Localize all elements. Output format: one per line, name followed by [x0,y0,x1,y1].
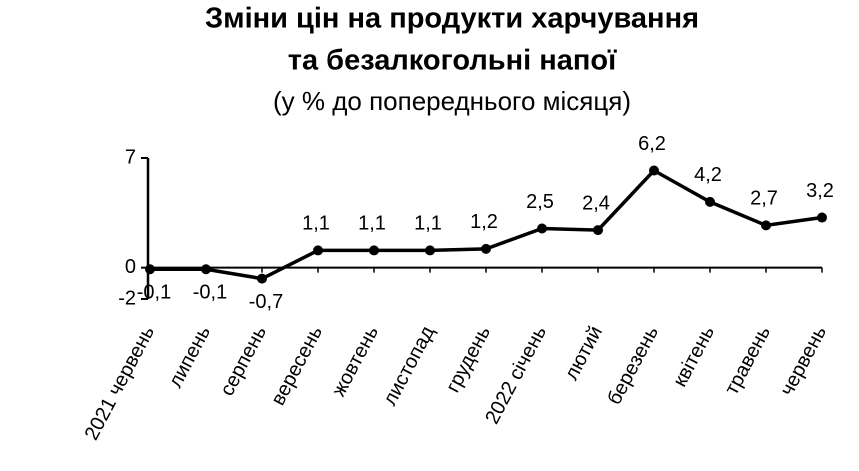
point [257,273,267,284]
data-label: -0,1 [193,282,227,304]
point [425,245,435,256]
point [313,245,323,256]
x-tick-label: грудень [442,322,495,396]
x-tick-label: жовтень [328,322,383,400]
x-tick-label: квітень [669,322,719,390]
data-label: 2,4 [582,192,610,214]
x-tick-label: травень [721,322,775,398]
x-tick-label: червень [776,322,831,399]
data-label: -0,1 [137,282,171,304]
data-label: 4,2 [694,164,722,186]
data-label: 6,2 [638,133,666,155]
point [537,223,547,234]
data-label: 1,1 [302,213,330,235]
point [705,196,715,207]
point [481,243,491,254]
chart-title: Зміни цін на продукти харчування [205,3,699,35]
chart-title: та безалкогольні напої [288,45,617,77]
point [817,212,827,223]
x-tick-label: липень [165,322,216,391]
data-label: 3,2 [806,180,834,202]
chart-subtitle: (у % до попереднього місяця) [273,86,631,116]
point [761,220,771,231]
y-tick-label: 7 [125,146,136,168]
y-tick-label: -2 [118,287,136,309]
data-label: 1,2 [470,211,498,233]
y-tick-label: 0 [125,256,136,278]
point [369,245,379,256]
x-tick-label: лютий [561,322,608,383]
data-label: 2,5 [526,191,554,213]
point [593,225,603,236]
x-tick-label: вересень [267,322,327,409]
data-label: -0,7 [249,291,283,313]
data-label: 2,7 [750,188,778,210]
point [649,165,659,176]
data-label: 1,1 [414,213,442,235]
x-tick-label: березень [603,322,663,408]
x-tick-label: серпень [216,322,271,399]
x-tick-label: листопад [379,322,439,409]
x-tick-label: 2021 червень [81,322,159,443]
data-label: 1,1 [358,213,386,235]
